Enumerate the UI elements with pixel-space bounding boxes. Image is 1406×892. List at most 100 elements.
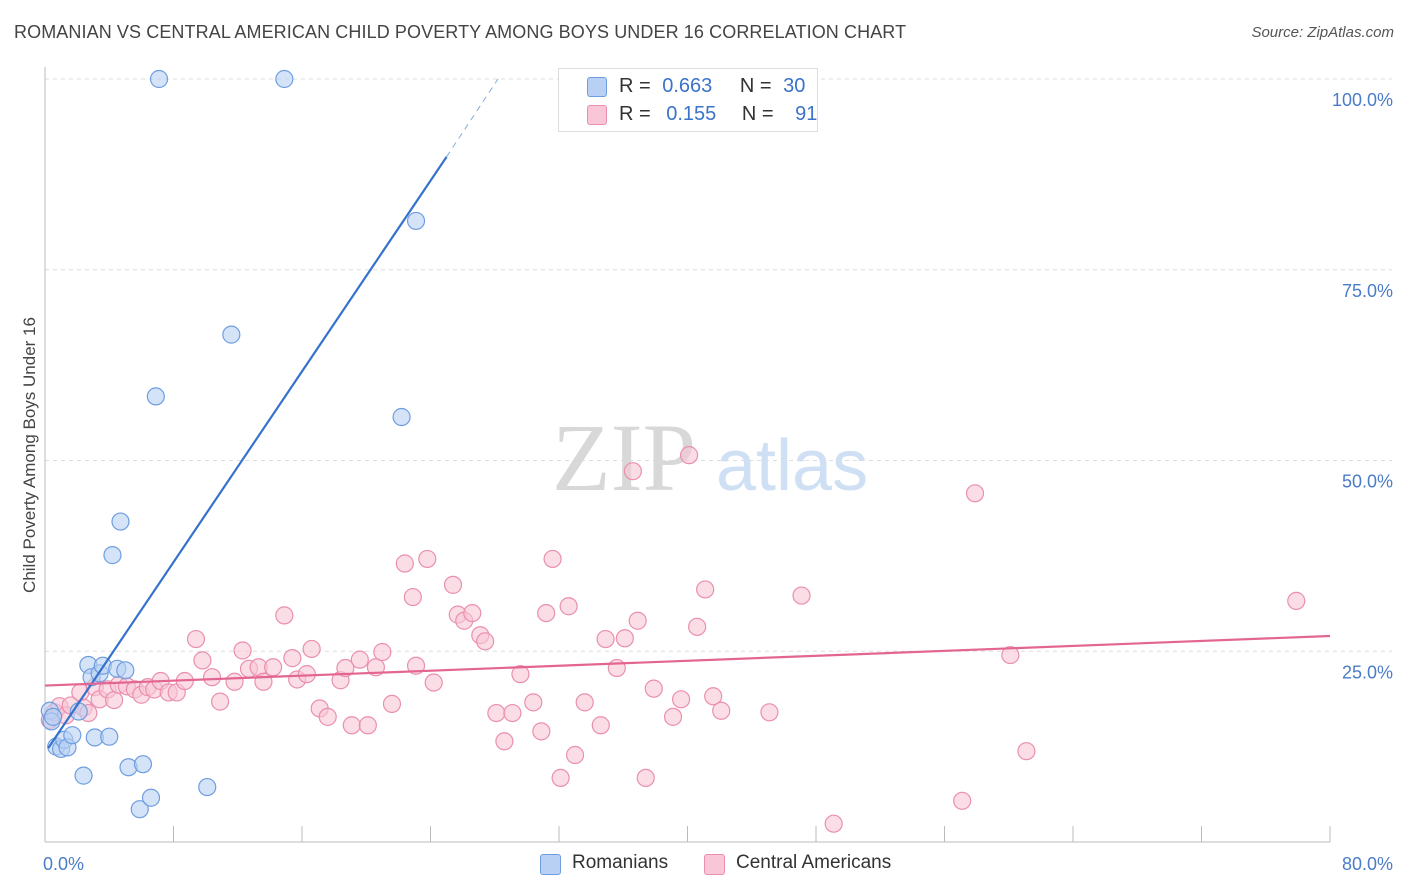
central-american-point (495, 732, 514, 751)
romanians-trend-line (47, 156, 448, 749)
legend-r-value: 0.155 (666, 103, 717, 125)
central-american-point (193, 651, 212, 670)
romanians-trend-extension (446, 78, 499, 158)
central-american-point (358, 716, 377, 735)
central-american-point (965, 484, 985, 503)
central-american-point (704, 687, 723, 706)
romanians-legend-swatch (540, 854, 561, 875)
romanian-point (149, 69, 169, 89)
romanian-point (275, 69, 294, 89)
y-tick-label: 75.0% (1342, 281, 1393, 301)
legend-n-label: N = (739, 75, 772, 97)
romanian-point (100, 727, 119, 746)
central-american-point (283, 649, 302, 668)
central-american-point (537, 603, 556, 623)
romanian-point (130, 800, 149, 819)
central-american-point (424, 673, 443, 692)
central-americans-swatch (587, 105, 607, 125)
central-american-point (551, 768, 570, 788)
central-american-point (696, 580, 715, 599)
grid-lines (45, 78, 1392, 652)
central-american-point (263, 658, 283, 677)
central-american-point (565, 745, 585, 765)
central-american-point (186, 629, 206, 649)
central-american-point (336, 658, 355, 678)
romanians-legend-label: Romanians (572, 852, 669, 873)
central-american-point (1287, 591, 1306, 610)
central-american-point (575, 693, 594, 712)
central-americans-legend-label: Central Americans (736, 852, 892, 873)
romanian-point (74, 766, 93, 785)
y-tick-label: 50.0% (1342, 472, 1393, 492)
watermark-zip: ZIP (552, 404, 696, 511)
central-american-point (628, 611, 647, 630)
central-american-point (1017, 742, 1036, 761)
central-american-point (607, 658, 626, 678)
central-american-point (104, 690, 124, 710)
central-american-point (443, 575, 463, 594)
watermark: ZIP atlas (552, 404, 868, 511)
central-american-point (532, 722, 551, 741)
central-american-point (233, 641, 252, 660)
central-american-point (559, 597, 578, 616)
watermark-atlas: atlas (716, 426, 868, 506)
romanian-point (63, 726, 82, 745)
central-american-point (824, 814, 843, 833)
central-american-point (254, 672, 273, 691)
central-american-point (760, 703, 779, 722)
central-american-point (406, 656, 426, 675)
central-american-point (680, 446, 699, 465)
central-american-point (225, 672, 244, 691)
central-american-point (688, 617, 707, 636)
central-american-point (366, 658, 385, 677)
central-american-point (275, 606, 294, 625)
legend-n-label: N = (741, 103, 774, 125)
legend-r-value: 0.663 (662, 75, 713, 97)
romanian-point (146, 387, 165, 406)
central-american-point (210, 692, 230, 711)
y-tick-label: 100.0% (1332, 90, 1393, 110)
central-american-point (403, 587, 422, 607)
central-american-point (663, 707, 683, 726)
central-american-point (342, 716, 361, 735)
chart-title: ROMANIAN VS CENTRAL AMERICAN CHILD POVER… (14, 22, 907, 42)
legend-r-label: R = (619, 75, 651, 97)
x-tick-label: 0.0% (43, 854, 84, 874)
trend-lines (44, 78, 1331, 749)
romanians-points (40, 69, 426, 819)
legend-row-central-americans: R = 0.155 N = 91 (619, 103, 817, 126)
central-american-point (373, 642, 392, 662)
central-american-point (591, 716, 610, 735)
romanian-point (116, 661, 135, 680)
central-american-point (302, 639, 321, 659)
central-american-point (418, 549, 437, 569)
romanian-point (111, 512, 130, 531)
romanian-point (103, 546, 122, 565)
central-american-point (297, 665, 316, 684)
central-american-point (792, 586, 811, 605)
romanian-point (392, 407, 411, 427)
central-americans-legend-swatch (704, 854, 725, 875)
central-american-point (463, 603, 482, 623)
central-american-point (712, 701, 731, 720)
romanian-point (133, 755, 153, 774)
central-american-point (318, 707, 337, 726)
y-tick-label: 25.0% (1342, 662, 1393, 682)
romanian-point (141, 788, 161, 807)
central-american-point (644, 679, 663, 698)
romanians-swatch (587, 77, 607, 97)
tick-labels: 25.0% 50.0% 75.0% 100.0% 0.0% 80.0% (43, 90, 1393, 874)
central-american-point (953, 791, 972, 810)
central-american-point (543, 549, 562, 569)
central-american-point (524, 693, 543, 712)
legend-n-value: 30 (783, 75, 806, 97)
romanian-point (222, 325, 241, 344)
central-american-point (511, 665, 530, 684)
romanian-point (198, 777, 217, 797)
romanian-point (406, 211, 426, 231)
x-tick-label: 80.0% (1342, 854, 1393, 874)
romanian-point (43, 707, 63, 726)
central-american-point (636, 768, 655, 788)
central-american-point (671, 690, 691, 709)
